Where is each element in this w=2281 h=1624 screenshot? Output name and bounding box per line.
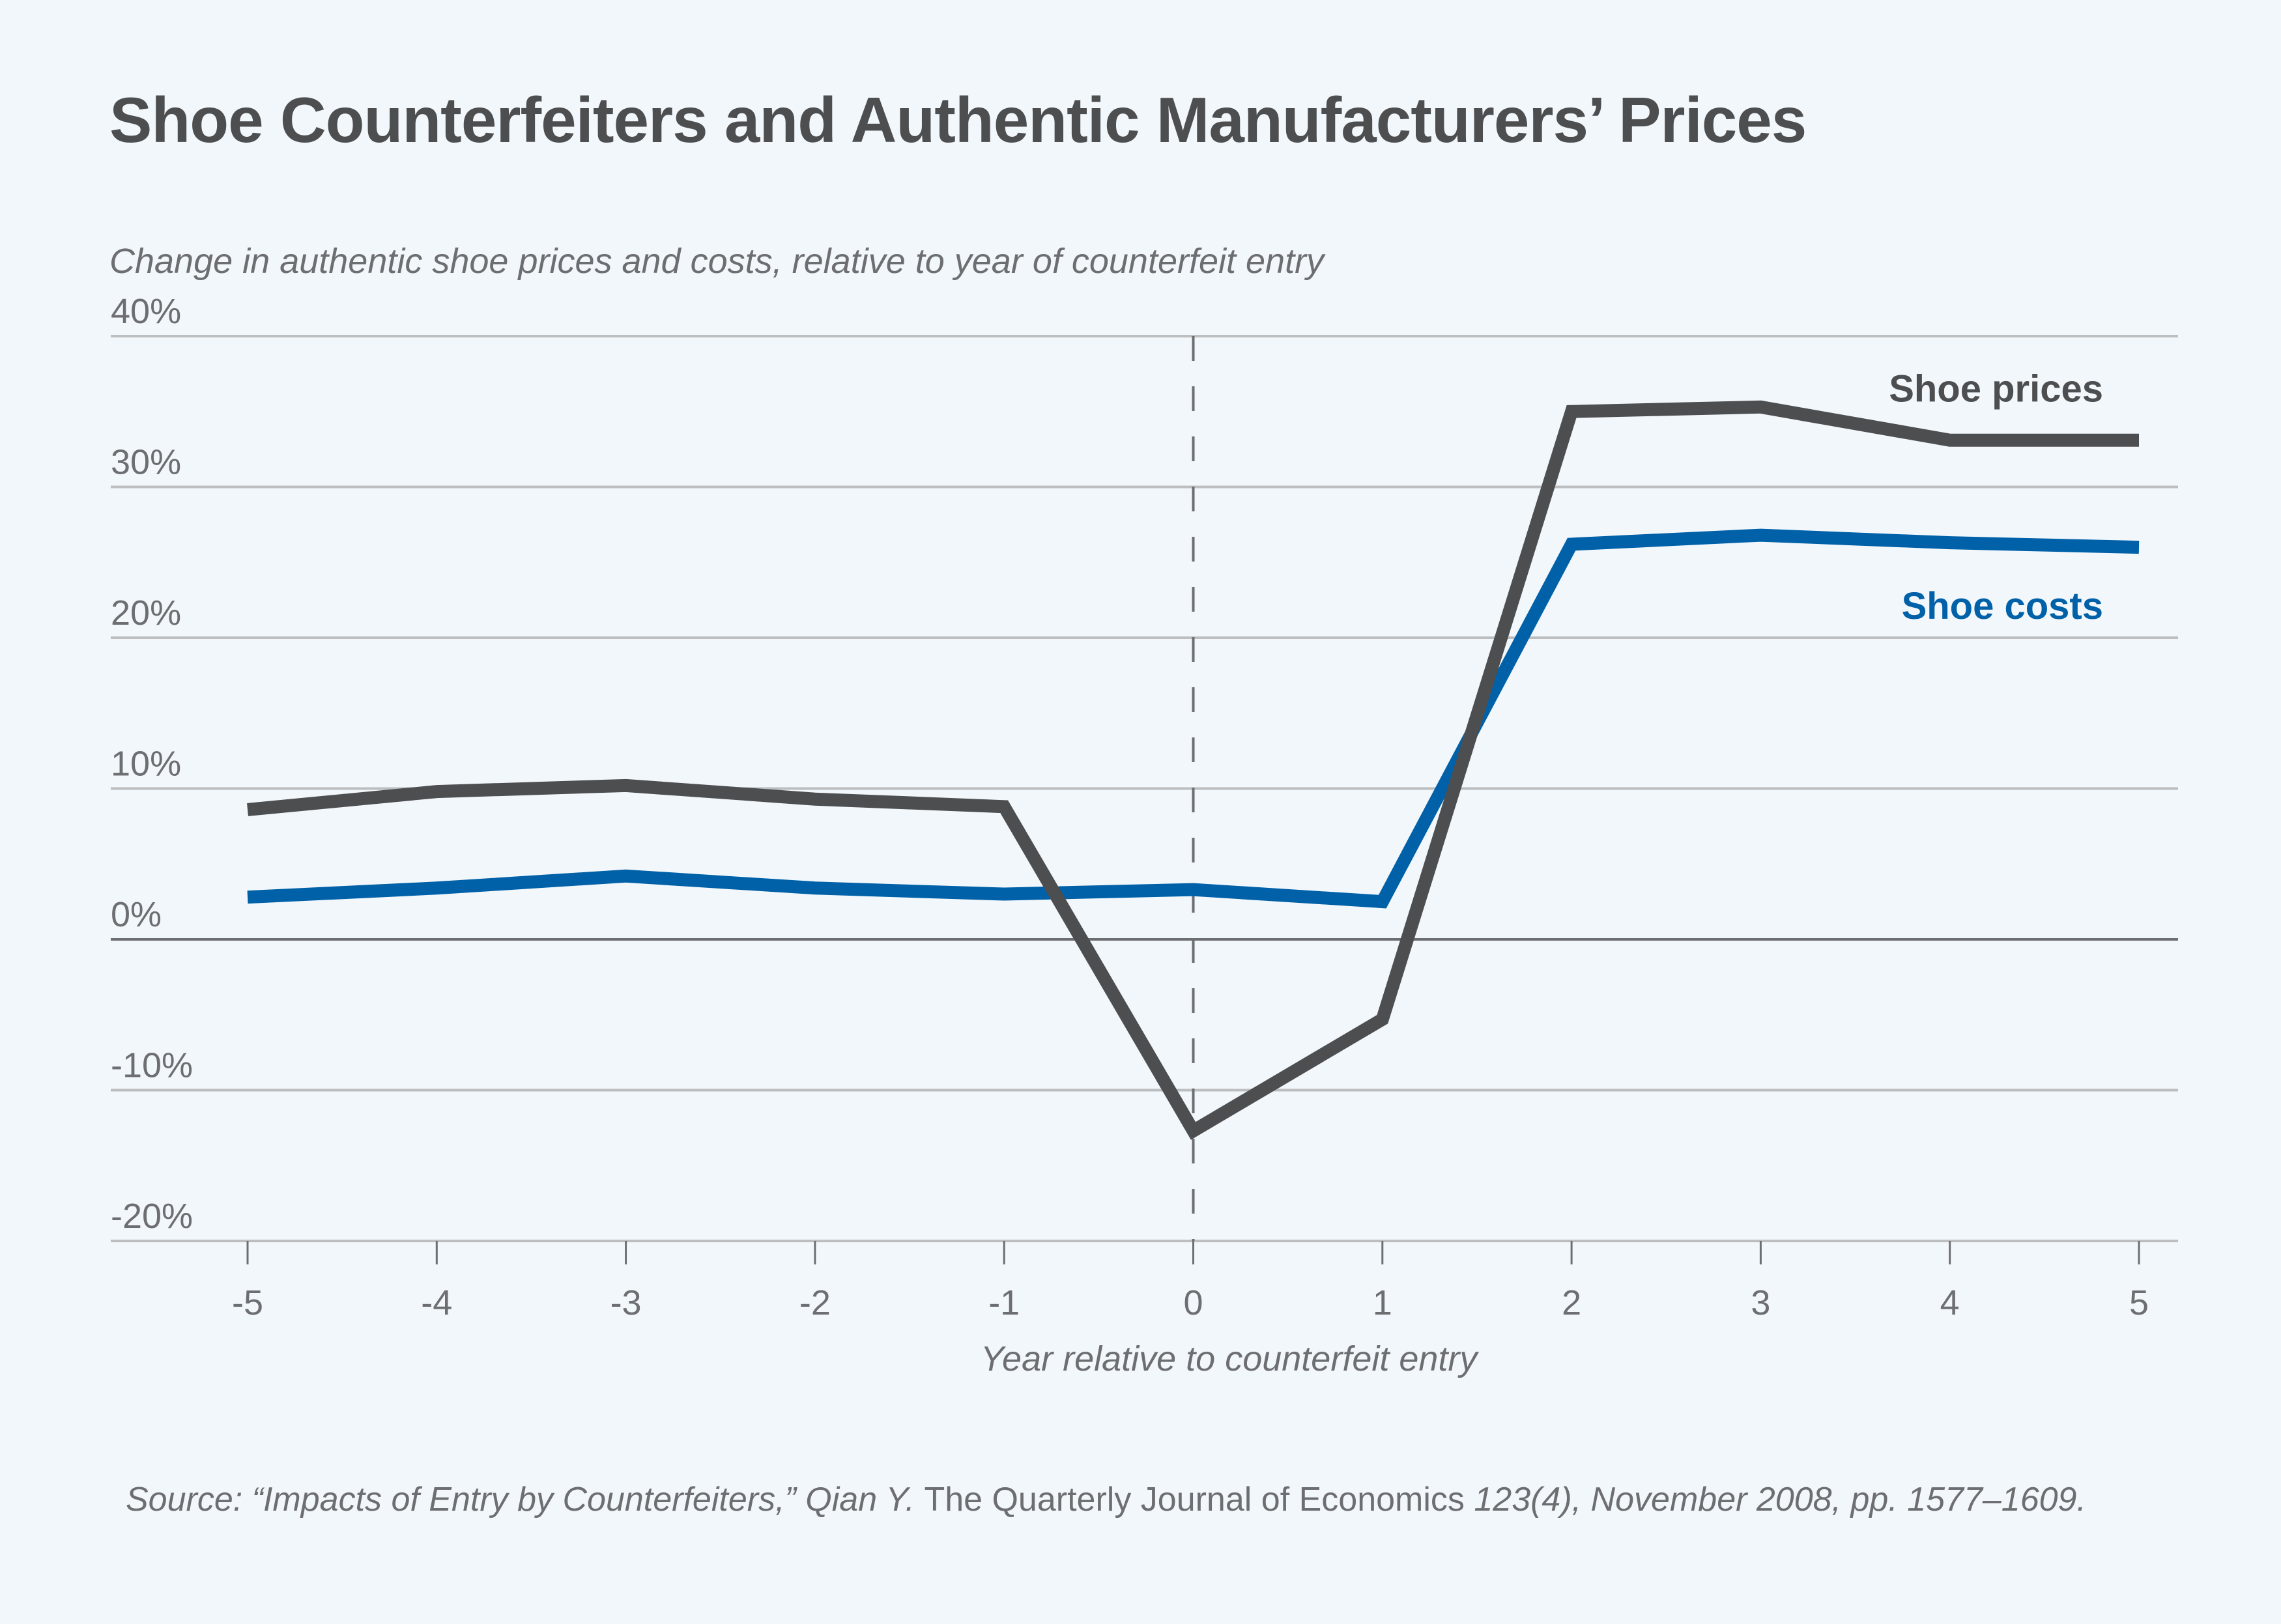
x-tick-label: 3 <box>1751 1283 1770 1322</box>
y-tick-label: -10% <box>111 1046 193 1085</box>
series-labels: Shoe prices Shoe costs <box>1889 368 2103 627</box>
chart-title: Shoe Counterfeiters and Authentic Manufa… <box>109 84 1807 156</box>
x-tick-label: -4 <box>421 1283 452 1322</box>
y-axis-ticks: -20% -10% 0% 10% 20% 30% 40% <box>111 292 193 1236</box>
x-tick-label: -2 <box>799 1283 831 1322</box>
x-axis-ticks: -5 -4 -3 -2 -1 0 1 2 3 4 5 <box>232 1241 2149 1322</box>
series-line-shoe-prices <box>247 400 2139 1140</box>
source-journal: The Quarterly Journal of Economics <box>924 1481 1465 1518</box>
x-tick-label: 2 <box>1562 1283 1581 1322</box>
series-label-shoe-costs: Shoe costs <box>1902 585 2103 627</box>
x-tick-label: -5 <box>232 1283 263 1322</box>
y-tick-label: 40% <box>111 292 181 331</box>
series-label-shoe-prices: Shoe prices <box>1889 368 2103 410</box>
source-note: Source: “Impacts of Entry by Counterfeit… <box>126 1480 2086 1519</box>
gridlines <box>111 335 2178 1242</box>
y-tick-label: 0% <box>111 895 162 934</box>
x-axis-title: Year relative to counterfeit entry <box>981 1339 1478 1378</box>
series-line-shoe-costs <box>247 528 2140 909</box>
x-tick-label: 0 <box>1183 1283 1203 1322</box>
x-tick-label: -3 <box>610 1283 642 1322</box>
x-tick-label: 5 <box>2129 1283 2149 1322</box>
y-tick-label: 10% <box>111 745 181 784</box>
x-tick-label: 4 <box>1940 1283 1960 1322</box>
y-tick-label: -20% <box>111 1197 193 1236</box>
source-prefix: Source: “Impacts of Entry by Counterfeit… <box>126 1481 925 1518</box>
x-tick-label: 1 <box>1373 1283 1392 1322</box>
y-tick-label: 30% <box>111 443 181 482</box>
y-axis-title: Change in authentic shoe prices and cost… <box>109 242 1325 281</box>
series-lines <box>247 400 2140 1140</box>
x-tick-label: -1 <box>988 1283 1020 1322</box>
y-tick-label: 20% <box>111 593 181 633</box>
source-suffix: 123(4), November 2008, pp. 1577–1609. <box>1464 1481 2086 1518</box>
